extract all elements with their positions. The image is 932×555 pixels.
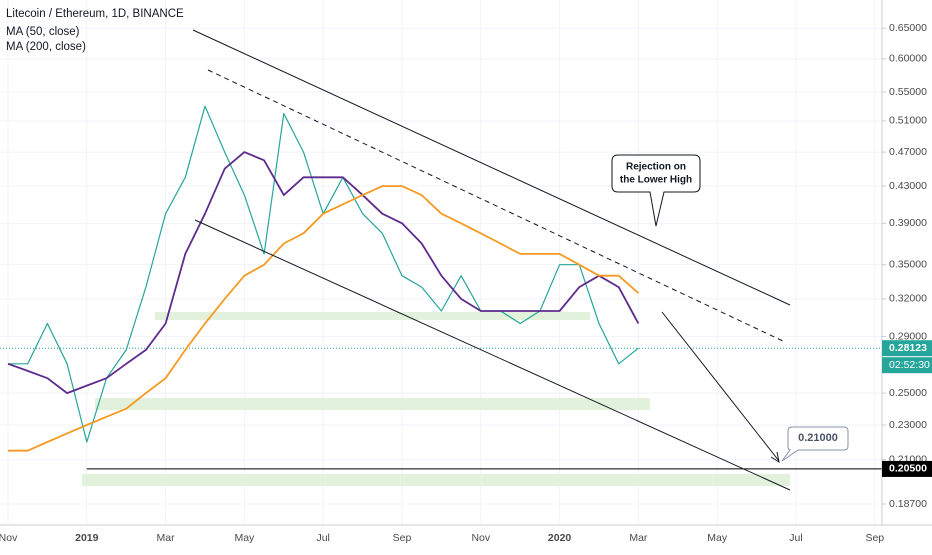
- x-tick-label: 2020: [548, 532, 572, 544]
- x-tick-label: Jul: [789, 532, 802, 544]
- legend-entry: MA (200, close): [6, 41, 86, 53]
- support-zone: [155, 312, 590, 320]
- y-tick-label: 0.39000: [889, 217, 927, 229]
- arrow-head: [770, 451, 780, 464]
- projection-arrow: [661, 311, 780, 462]
- x-tick-label: 2019: [75, 532, 99, 544]
- channel-mid: [207, 69, 786, 343]
- y-tick-label: 0.18700: [889, 498, 927, 510]
- callout-text: the Lower High: [620, 175, 692, 186]
- axis-layer: 0.65000 0.60000 0.55000 0.51000 0.47000 0.430…: [0, 22, 932, 544]
- x-tick-label: May: [707, 532, 728, 544]
- y-tick-label: 0.29000: [889, 330, 927, 342]
- series-line: [7, 151, 640, 394]
- legend: MA (50, close) MA (200, close): [6, 26, 86, 53]
- x-tick-label: May: [234, 532, 255, 544]
- support-zone: [95, 398, 650, 410]
- x-tick-label: Mar: [157, 532, 176, 544]
- y-tick-label: 0.25000: [889, 387, 927, 399]
- y-tick-label: 0.32000: [889, 293, 927, 305]
- support-zone: [82, 474, 790, 486]
- y-axis-strip: [882, 0, 932, 550]
- x-tick-label: Nov: [0, 532, 18, 544]
- countdown-label: 02:52:30: [889, 359, 930, 371]
- price-tag-label: 0.20500: [889, 463, 927, 475]
- countdown-tag: [882, 357, 932, 374]
- channel-lower: [194, 219, 791, 491]
- x-tick-label: Sep: [393, 532, 412, 544]
- series-layer: [0, 105, 882, 470]
- y-tick-label: 0.47000: [889, 146, 927, 158]
- x-tick-label: Nov: [471, 532, 490, 544]
- y-tick-label: 0.60000: [889, 53, 927, 65]
- x-tick-label: Sep: [865, 532, 884, 544]
- y-tick-label: 0.23000: [889, 419, 927, 431]
- y-tick-label: 0.65000: [889, 22, 927, 34]
- price-tag: [882, 460, 932, 477]
- y-tick-label: 0.51000: [889, 115, 927, 127]
- series-line: [8, 185, 639, 452]
- y-tick-label: 0.43000: [889, 180, 927, 192]
- channel-upper: [192, 29, 791, 306]
- x-tick-label: Mar: [629, 532, 648, 544]
- y-tick-label: 0.55000: [889, 86, 927, 98]
- y-tick-label: 0.35000: [889, 258, 927, 270]
- chart-title: Litecoin / Ethereum, 1D, BINANCE: [6, 8, 184, 20]
- callout-box: [611, 154, 701, 227]
- x-tick-label: Jul: [316, 532, 329, 544]
- price-tag: [882, 340, 932, 357]
- legend-entry: MA (50, close): [6, 26, 80, 38]
- price-label-text: 0.21000: [798, 432, 838, 444]
- price-tag-label: 0.28123: [889, 342, 927, 354]
- price-label-box: [781, 426, 849, 462]
- callout-text: Rejection on: [626, 162, 686, 173]
